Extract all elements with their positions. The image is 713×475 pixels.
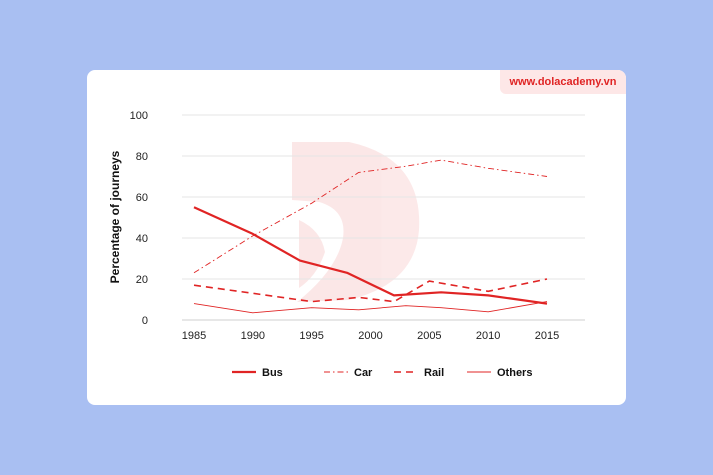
series-line-car <box>193 159 548 274</box>
x-tick-label: 1995 <box>299 330 323 342</box>
x-tick-label: 2005 <box>417 330 441 342</box>
y-tick-label: 20 <box>136 274 148 286</box>
x-axis: 1985 1990 1995 2000 2005 2010 2015 <box>182 330 559 342</box>
chart-card: www.dolacademy.vn 0 20 40 60 80 100 1985 1990 1… <box>87 70 626 405</box>
series-line-rail <box>193 278 548 303</box>
y-axis: 0 20 40 60 80 100 <box>130 110 148 327</box>
brand-watermark: www.dolacademy.vn <box>500 70 626 94</box>
line-chart: 0 20 40 60 80 100 1985 1990 1995 2000 2005 2010 201… <box>108 110 585 379</box>
legend: Bus Car Rail Others <box>232 367 532 379</box>
x-tick-label: 2010 <box>476 330 500 342</box>
y-tick-label: 40 <box>136 233 148 245</box>
legend-label: Bus <box>262 367 283 379</box>
grid <box>182 114 585 321</box>
series-line-others <box>193 301 548 314</box>
x-tick-label: 2000 <box>358 330 382 342</box>
x-tick-label: 1985 <box>182 330 206 342</box>
y-tick-label: 80 <box>136 151 148 163</box>
y-tick-label: 0 <box>142 315 148 327</box>
legend-label: Rail <box>424 367 444 379</box>
legend-label: Car <box>354 367 373 379</box>
legend-label: Others <box>497 367 532 379</box>
x-tick-label: 2015 <box>535 330 559 342</box>
y-tick-label: 100 <box>130 110 148 122</box>
series-line-bus <box>193 206 548 305</box>
y-axis-label: Percentage of journeys <box>108 150 122 283</box>
x-tick-label: 1990 <box>241 330 265 342</box>
series-lines <box>193 159 548 314</box>
y-tick-label: 60 <box>136 192 148 204</box>
logo-watermark-icon <box>292 142 420 302</box>
